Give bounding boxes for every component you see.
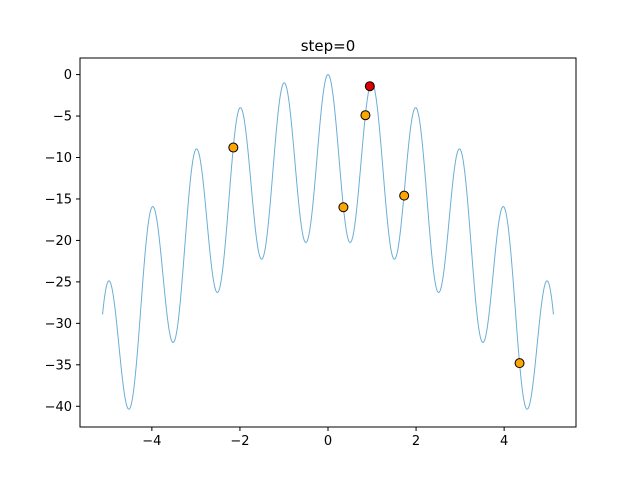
y-tick-label: −30: [45, 317, 72, 332]
y-tick-label: −15: [45, 192, 72, 207]
plot-area: [79, 57, 577, 428]
x-tick-label: 0: [324, 434, 332, 449]
y-tick-label: 0: [64, 68, 72, 83]
population-points: [514, 358, 525, 369]
best-point: [364, 81, 375, 92]
y-tick-label: −25: [45, 275, 72, 290]
y-tick-label: −35: [45, 358, 72, 373]
y-tick-label: −40: [45, 400, 72, 415]
x-tick-label: −4: [142, 434, 161, 449]
population-points: [360, 110, 371, 121]
population-points: [399, 190, 410, 201]
population-points: [338, 202, 349, 213]
y-tick-label: −20: [45, 234, 72, 249]
chart-title: step=0: [300, 37, 356, 55]
population-points: [228, 142, 239, 153]
y-tick-label: −10: [45, 151, 72, 166]
x-tick-label: 2: [412, 434, 420, 449]
function-curve: [102, 74, 554, 410]
y-tick-label: −5: [53, 110, 72, 125]
x-tick-label: 4: [500, 434, 508, 449]
x-tick-label: −2: [230, 434, 249, 449]
